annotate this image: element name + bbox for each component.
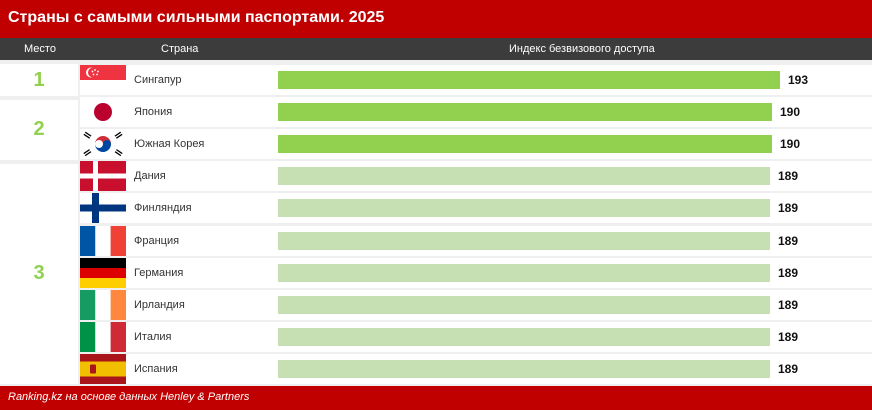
country-cell bbox=[128, 322, 274, 352]
rank-number-1: 1 bbox=[33, 69, 45, 91]
country-cell bbox=[128, 258, 274, 288]
header-index: Индекс безвизового доступа bbox=[509, 43, 655, 55]
bar bbox=[278, 71, 780, 89]
ireland-flag bbox=[80, 290, 126, 320]
value-label: 189 bbox=[778, 330, 799, 344]
germany-flag bbox=[80, 258, 126, 288]
country-label: Дания bbox=[134, 170, 166, 182]
footer-bar: Ranking.kz на основе данных Henley & Par… bbox=[0, 386, 872, 410]
value-label: 189 bbox=[778, 234, 799, 248]
country-cell bbox=[128, 354, 274, 384]
value-label: 193 bbox=[788, 73, 809, 87]
bar bbox=[278, 199, 770, 217]
country-cell bbox=[128, 65, 274, 95]
country-cell bbox=[128, 290, 274, 320]
title-bar: Страны с самыми сильными паспортами. 202… bbox=[0, 0, 872, 38]
bar bbox=[278, 167, 770, 185]
italy-flag bbox=[80, 322, 126, 352]
country-cell bbox=[128, 193, 274, 223]
value-label: 189 bbox=[778, 362, 799, 376]
spain-flag bbox=[80, 354, 126, 384]
south-korea-flag bbox=[80, 129, 126, 159]
rank-number-2: 2 bbox=[33, 118, 45, 140]
header-bar: Место Страна Индекс безвизового доступа bbox=[0, 38, 872, 60]
bar bbox=[278, 103, 772, 121]
value-label: 189 bbox=[778, 266, 799, 280]
bar bbox=[278, 232, 770, 250]
country-cell bbox=[128, 161, 274, 191]
country-label: Ирландия bbox=[134, 299, 185, 311]
country-cell bbox=[128, 97, 274, 127]
country-label: Сингапур bbox=[134, 74, 182, 86]
value-label: 190 bbox=[780, 137, 801, 151]
country-label: Испания bbox=[134, 363, 178, 375]
rank-block-1 bbox=[0, 64, 78, 96]
rank-block-3 bbox=[0, 164, 78, 384]
bar bbox=[278, 264, 770, 282]
value-label: 189 bbox=[778, 298, 799, 312]
bar bbox=[278, 360, 770, 378]
country-label: Южная Корея bbox=[134, 138, 205, 150]
denmark-flag bbox=[80, 161, 126, 191]
country-label: Япония bbox=[134, 106, 173, 118]
country-label: Финляндия bbox=[134, 202, 192, 214]
country-cell bbox=[128, 129, 274, 159]
country-label: Италия bbox=[134, 331, 172, 343]
rank-number-3: 3 bbox=[33, 262, 45, 284]
chart-title: Страны с самыми сильными паспортами. 202… bbox=[8, 9, 385, 26]
singapore-flag bbox=[80, 65, 126, 95]
country-cell bbox=[128, 226, 274, 256]
bar bbox=[278, 135, 772, 153]
header-country: Страна bbox=[161, 43, 199, 55]
finland-flag bbox=[80, 193, 126, 223]
source-note: Ranking.kz на основе данных Henley & Par… bbox=[8, 391, 250, 403]
value-label: 190 bbox=[780, 105, 801, 119]
bar bbox=[278, 296, 770, 314]
value-label: 189 bbox=[778, 169, 799, 183]
country-label: Франция bbox=[134, 235, 180, 247]
header-rank: Место bbox=[24, 43, 56, 55]
france-flag bbox=[80, 226, 126, 256]
rank-block-2 bbox=[0, 100, 78, 160]
bar bbox=[278, 328, 770, 346]
value-label: 189 bbox=[778, 201, 799, 215]
country-label: Германия bbox=[134, 267, 184, 279]
japan-flag bbox=[80, 97, 126, 127]
